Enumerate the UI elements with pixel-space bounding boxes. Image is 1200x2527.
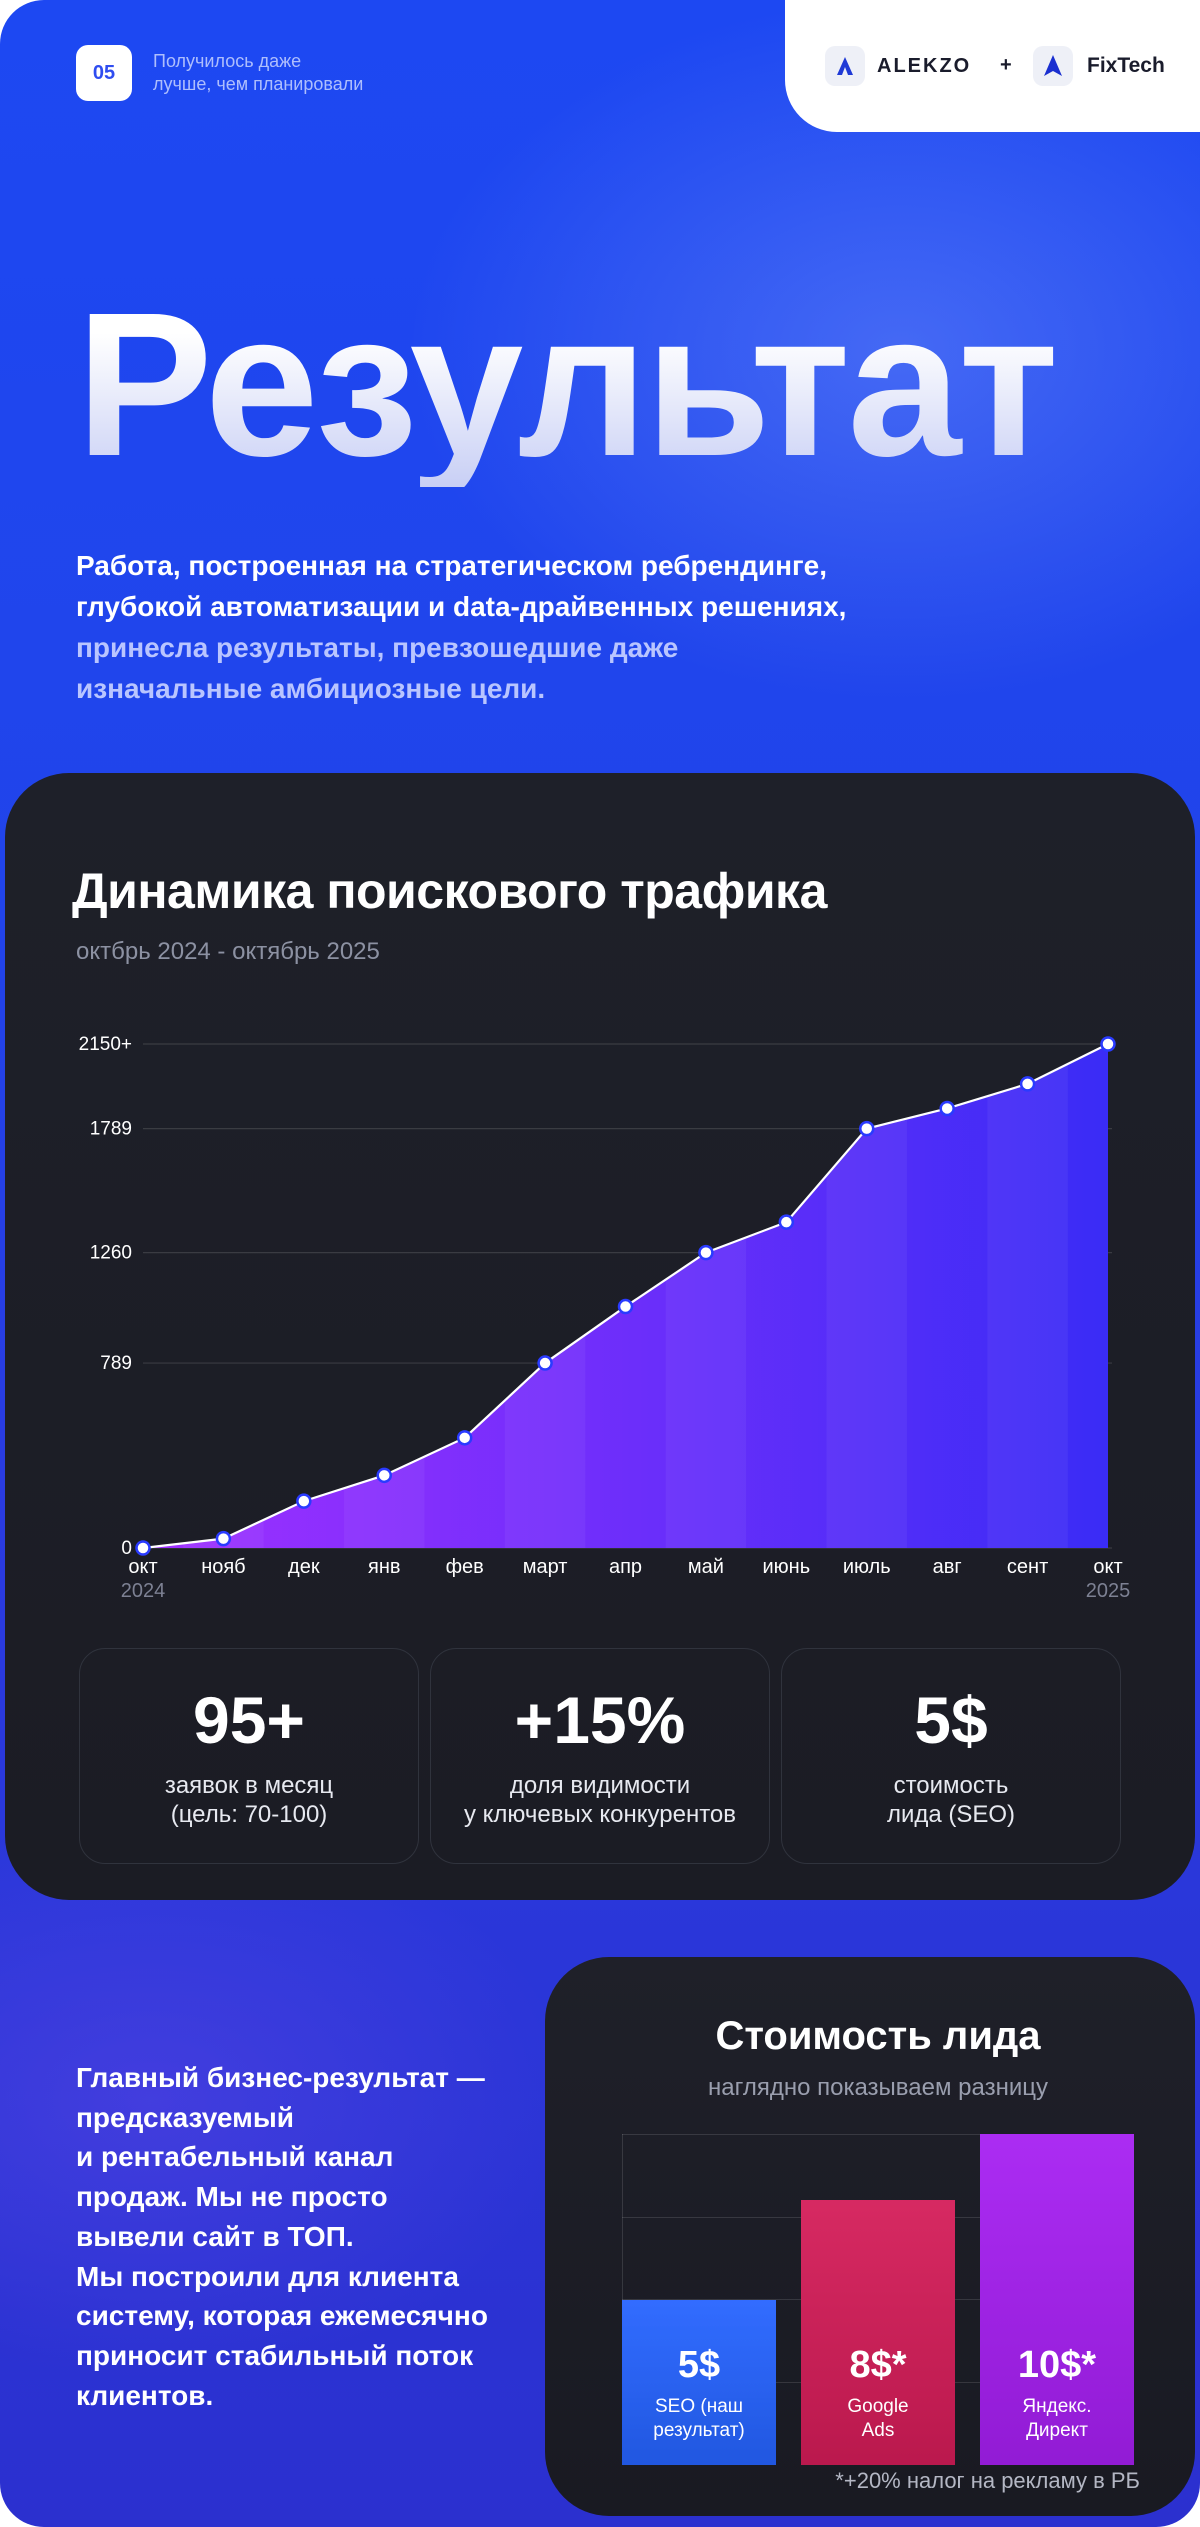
hero-lead: Работа, построенная на стратегическом ре… (76, 550, 847, 622)
point (859, 1120, 875, 1137)
stat-card: +15% доля видимости у ключевых конкуренто… (430, 1648, 770, 1864)
y-tick-label: 2150+ (79, 1034, 132, 1055)
chart-subtitle: октбрь 2024 - октябрь 2025 (76, 938, 380, 965)
point (296, 1493, 312, 1509)
x-tick-label: июль (843, 1556, 891, 1578)
point (376, 1467, 392, 1484)
stat-card: 95+ заявок в месяц (цель: 70-100) (79, 1648, 419, 1864)
plot-rule (622, 2134, 1134, 2135)
bar: 8$* Google Ads (801, 2200, 955, 2465)
x-tick-label: дек (288, 1556, 320, 1578)
point (698, 1244, 714, 1261)
x-tick-label: май (688, 1556, 724, 1578)
area-stripe (504, 1044, 586, 1548)
x-tick-label: авг (933, 1556, 962, 1578)
stat-card: 5$ стоимость лида (SEO) (781, 1648, 1121, 1864)
footnote: *+20% налог на рекламу в РБ (835, 2468, 1140, 2493)
x-tick-label: янв (368, 1556, 401, 1578)
hero-text: Работа, построенная на стратегическом ре… (76, 545, 1156, 709)
summary-text: Главный бизнес-результат — предсказуемый… (76, 2062, 488, 2411)
y-tick-label: 0 (121, 1538, 132, 1559)
point (939, 1100, 955, 1117)
x-tick-label: фев (446, 1556, 484, 1578)
category-label: Google Ads (847, 2396, 909, 2441)
y-tick-label: 1260 (90, 1243, 132, 1264)
y-tick-label: 1789 (90, 1119, 132, 1140)
chart-title: Стоимость лида (715, 2014, 1041, 2058)
stat-value: 5$ (914, 1683, 988, 1757)
x-tick-label: сент (1007, 1556, 1048, 1578)
point (617, 1298, 634, 1315)
logo-right: FixTech (1087, 54, 1165, 77)
stat-label: стоимость лида (SEO) (886, 1772, 1016, 1828)
value-label: 10$* (1017, 2344, 1097, 2386)
x-tick-label: нояб (201, 1556, 245, 1578)
stat-label: заявок в месяц (цель: 70-100) (164, 1772, 334, 1828)
area (143, 1044, 1108, 1548)
point (215, 1530, 232, 1547)
y-tick-label: 789 (100, 1353, 132, 1374)
x-tick-label: апр (609, 1556, 642, 1578)
fixtech-icon (1033, 46, 1073, 86)
alekzo-icon (825, 46, 865, 86)
page-badge: 05 (76, 45, 132, 101)
category-label: SEO (наш результат) (653, 2396, 745, 2441)
lead-plot: 5$ SEO (наш результат) 8$* Google Ads 10$* Ян… (622, 2134, 1134, 2465)
bar: 5$ SEO (наш результат) (622, 2299, 776, 2466)
point (135, 1540, 151, 1556)
alekzo-glyph (837, 57, 853, 75)
hero-rest: принесла результаты, превзошедшие даже и… (76, 632, 679, 704)
area-stripe (826, 1044, 907, 1548)
x-sublabel: 2024 (121, 1580, 166, 1602)
chart-title: Динамика поискового трафика (72, 863, 827, 919)
stat-value: 95+ (193, 1683, 305, 1757)
stat-label: доля видимости у ключевых конкурентов (463, 1772, 737, 1828)
hero-title: Результат (76, 270, 1059, 499)
area-stripe (665, 1044, 747, 1548)
point (537, 1355, 553, 1371)
value-label: 8$* (849, 2344, 907, 2386)
fixtech-glyph (1044, 55, 1062, 76)
bar: 10$* Яндекс. Директ (980, 2134, 1134, 2465)
point (778, 1214, 795, 1230)
point (456, 1430, 473, 1446)
area-stripe (183, 1044, 264, 1548)
x-tick-label: июнь (763, 1556, 811, 1578)
header-note: Получилось даже лучше, чем планировали (153, 51, 364, 94)
header-tab: ALEKZO + FixTech (785, 0, 1200, 132)
stat-value: +15% (514, 1683, 686, 1757)
point (1100, 1036, 1116, 1052)
x-sublabel: 2025 (1086, 1580, 1131, 1602)
point (1019, 1076, 1036, 1092)
chart-subtitle: наглядно показываем разницу (708, 2074, 1048, 2101)
x-tick-label: март (523, 1556, 568, 1578)
value-label: 5$ (677, 2344, 721, 2386)
area-stripe (987, 1044, 1068, 1548)
category-label: Яндекс. Директ (1022, 2396, 1092, 2441)
x-tick-label: окт (1093, 1556, 1122, 1578)
logo-plus: + (1000, 54, 1012, 76)
logo-left: ALEKZO (877, 55, 972, 77)
x-tick-label: окт (128, 1556, 157, 1578)
